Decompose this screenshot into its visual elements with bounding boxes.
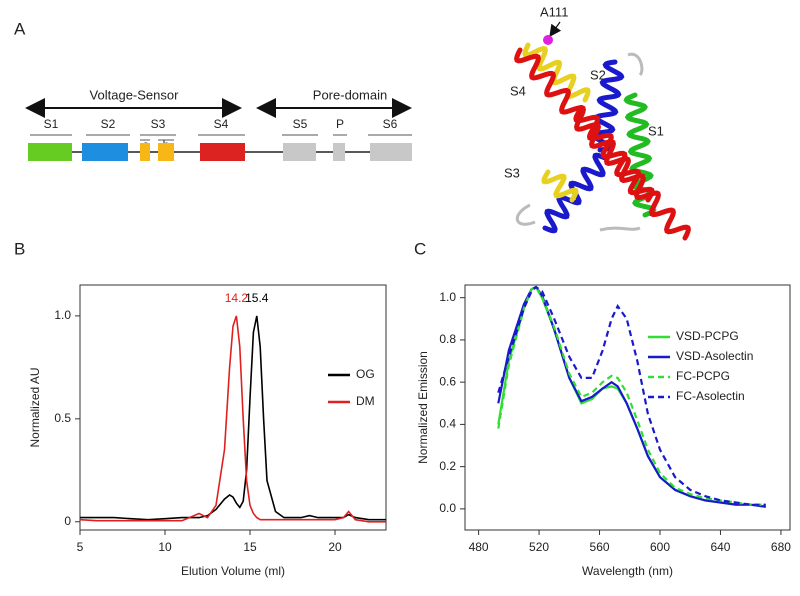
helix [514,47,691,241]
panel-label: C [414,239,426,258]
structure-label: S1 [648,123,664,138]
segment-box [200,143,245,161]
region-label: Pore-domain [313,87,387,102]
data-line [497,285,766,506]
legend-label: VSD-Asolectin [676,349,753,363]
structure-label: A111 [540,4,568,19]
x-tick-label: 680 [771,540,791,554]
segment-box [370,143,412,161]
y-axis-label: Normalized Emission [416,351,430,464]
segment-label: S2 [101,117,116,131]
legend-label: DM [356,394,375,408]
y-tick-label: 0.5 [54,411,71,425]
y-tick-label: 0 [64,514,71,528]
helix [573,107,655,203]
legend-label: VSD-PCPG [676,329,739,343]
segment-label: S6 [383,117,398,131]
peak-label: 14.2 [225,291,249,305]
x-tick-label: 560 [590,540,610,554]
y-tick-label: 0.4 [439,417,456,431]
panel-label: B [14,239,25,258]
x-axis-label: Elution Volume (ml) [181,564,285,578]
x-tick-label: 10 [158,540,172,554]
y-tick-label: 1.0 [439,290,456,304]
protein-structure: A111 S4 S2 S1 S3 [504,4,691,241]
x-tick-label: 20 [328,540,342,554]
domain-diagram: Voltage-Sensor Pore-domain S1 S2 S3 S4 S… [25,87,412,161]
data-line [79,315,386,523]
segment-box [28,143,72,161]
panel-label: A [14,19,26,38]
helix [522,42,591,103]
x-tick-label: 520 [529,540,549,554]
segment-label: S4 [214,117,229,131]
segment-box [82,143,128,161]
segment-box [333,143,345,161]
data-line [497,285,766,506]
y-tick-label: 0.6 [439,374,456,388]
region-label: Voltage-Sensor [90,87,180,102]
x-tick-label: 480 [469,540,489,554]
y-axis-label: Normalized AU [28,367,42,447]
y-tick-label: 0.8 [439,332,456,346]
data-line [80,315,386,521]
segment-box [158,143,174,161]
helix [541,169,579,203]
loop [516,52,644,232]
plot-frame [464,284,791,531]
peak-label: 15.4 [245,291,269,305]
segment-box [283,143,316,161]
x-tick-label: 5 [77,540,84,554]
segment-box [140,143,150,161]
residue [543,35,553,45]
structure-label: S4 [510,83,526,98]
x-tick-label: 600 [650,540,670,554]
y-tick-label: 0.0 [439,501,456,515]
segment-label: S3 [151,117,166,131]
structure-label: S3 [504,165,520,180]
plot-frame [79,284,387,531]
segment-label: P [336,117,344,131]
structure-label: S2 [590,67,606,82]
legend-label: FC-Asolectin [676,389,745,403]
legend-label: FC-PCPG [676,369,730,383]
x-axis-label: Wavelength (nm) [582,564,673,578]
legend-label: OG [356,367,375,381]
segment-label: S5 [293,117,308,131]
y-tick-label: 1.0 [54,308,71,322]
x-tick-label: 640 [710,540,730,554]
segment-label: S1 [44,117,59,131]
x-tick-label: 15 [243,540,257,554]
y-tick-label: 0.2 [439,459,456,473]
